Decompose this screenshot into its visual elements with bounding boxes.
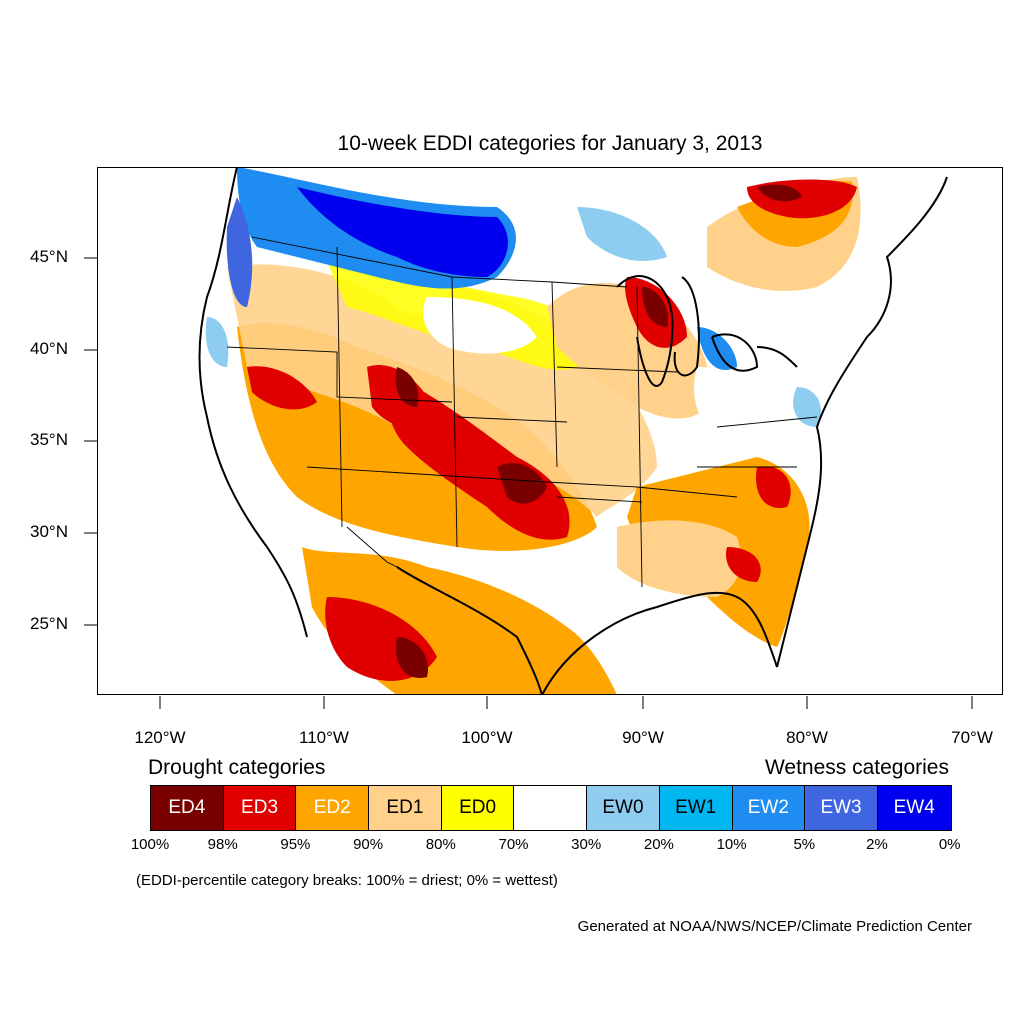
legend-swatch-ed3: ED3 (223, 786, 297, 830)
legend-swatch-ew2: EW2 (732, 786, 806, 830)
percentile-label: 0% (938, 836, 961, 853)
percentile-label: 2% (866, 836, 888, 853)
category-breaks-note: (EDDI-percentile category breaks: 100% =… (136, 872, 558, 889)
percentile-label: 10% (716, 836, 747, 853)
x-axis-ticks (159, 696, 973, 709)
percentile-label: 70% (498, 836, 529, 853)
x-label-80w: 80°W (786, 728, 828, 747)
legend-swatch-ed1: ED1 (369, 786, 442, 830)
x-label-100w: 100°W (461, 728, 513, 747)
credit-line: Generated at NOAA/NWS/NCEP/Climate Predi… (577, 918, 972, 935)
coastlines (198, 167, 948, 695)
eddi-field (205, 167, 861, 695)
y-label-25n: 25°N (30, 614, 68, 633)
percentile-label: 5% (793, 836, 816, 853)
y-label-45n: 45°N (30, 247, 68, 266)
x-label-110w: 110°W (299, 728, 349, 747)
wetness-heading: Wetness categories (764, 756, 949, 779)
legend-color-bar: ED4 ED3 ED2 ED1 ED0 EW0 EW1 EW2 EW3 EW4 (150, 785, 952, 831)
percentile-label: 90% (353, 836, 384, 853)
legend-swatch-ew3: EW3 (805, 786, 878, 830)
y-label-40n: 40°N (30, 339, 68, 358)
drought-heading: Drought categories (148, 756, 326, 779)
percentile-label: 100% (130, 836, 170, 853)
percentile-label: 95% (280, 836, 311, 853)
legend-swatch-ed2: ED2 (296, 786, 370, 830)
y-label-35n: 35°N (30, 430, 68, 449)
y-label-30n: 30°N (30, 522, 68, 541)
map-plot-area (97, 167, 1003, 695)
x-label-90w: 90°W (622, 728, 664, 747)
map-title: 10-week EDDI categories for January 3, 2… (337, 132, 763, 155)
x-label-70w: 70°W (951, 728, 993, 747)
legend-swatch-ew0: EW0 (587, 786, 660, 830)
percentile-label: 30% (571, 836, 602, 853)
legend-swatch-ed4: ED4 (151, 786, 224, 830)
legend-swatch-ed0: ED0 (441, 786, 515, 830)
percentile-label: 98% (207, 836, 238, 853)
legend-swatch-ew1: EW1 (659, 786, 733, 830)
x-label-120w: 120°W (134, 728, 186, 747)
legend-swatch-ew4: EW4 (877, 786, 951, 830)
legend-swatch-neutral (514, 786, 588, 830)
percentile-label: 80% (425, 836, 456, 853)
percentile-label: 20% (643, 836, 674, 853)
y-axis-ticks (84, 257, 97, 626)
